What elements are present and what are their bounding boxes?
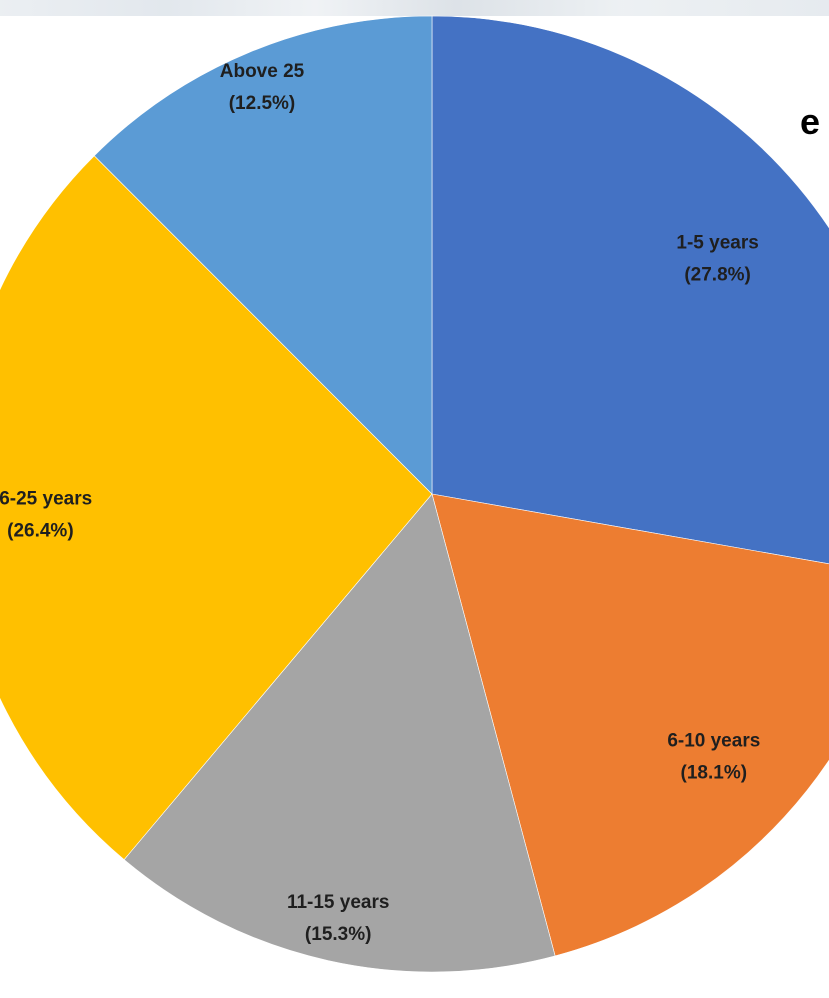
pie-slice-6-10-years — [431, 493, 829, 957]
pie-slice-1-5-years — [431, 15, 829, 565]
slice-percent-16-25-years: (26.4%) — [7, 521, 74, 542]
partial-title-fragment: e — [800, 104, 821, 140]
slice-percent-11-15-years: (15.3%) — [305, 924, 372, 945]
pie-slice-16-25-years — [0, 155, 433, 861]
slice-label-above-25: Above 25 — [220, 61, 305, 82]
pie-slice-11-15-years — [123, 493, 556, 973]
slice-label-1-5-years: 1-5 years — [676, 232, 758, 253]
pie-labels: 1-5 years (27.8%) 6-10 years (18.1%) 11-15 y… — [0, 61, 760, 945]
pie-slices — [0, 15, 829, 973]
slice-label-6-10-years: 6-10 years — [667, 731, 760, 752]
slice-label-11-15-years: 11-15 years — [287, 892, 390, 913]
slice-percent-1-5-years: (27.8%) — [684, 264, 751, 285]
pie-slice-above-25 — [93, 15, 433, 495]
slice-percent-above-25: (12.5%) — [229, 93, 296, 114]
slice-label-16-25-years: 16-25 years — [0, 489, 92, 510]
slice-percent-6-10-years: (18.1%) — [681, 763, 748, 784]
background-strip — [0, 0, 829, 16]
